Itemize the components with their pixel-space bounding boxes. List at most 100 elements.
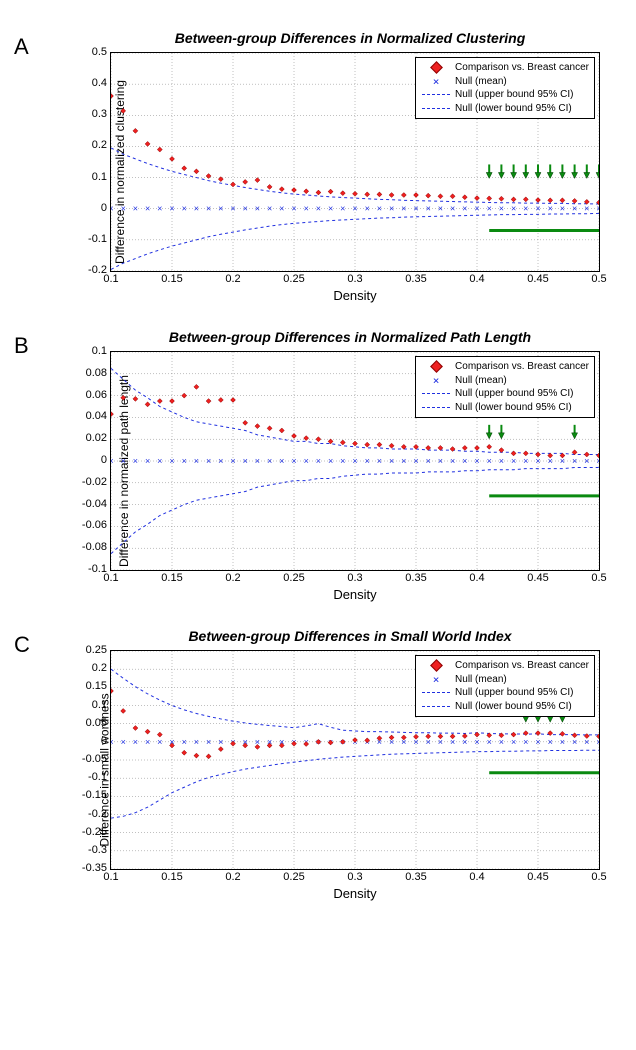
y-tick-label: 0.1 xyxy=(73,699,107,711)
null-mean-marker: × xyxy=(218,456,223,466)
null-mean-marker: × xyxy=(389,204,394,214)
significance-arrow-icon xyxy=(559,164,565,178)
y-tick-label: -0.3 xyxy=(73,844,107,856)
comparison-marker xyxy=(523,197,528,202)
chart-container: Between-group Differences in Small World… xyxy=(80,632,620,907)
comparison-marker xyxy=(133,128,138,133)
null-mean-marker: × xyxy=(548,204,553,214)
dashed-line-icon xyxy=(421,692,451,693)
y-tick-label: -0.1 xyxy=(73,233,107,245)
null-mean-marker: × xyxy=(596,204,599,214)
comparison-marker xyxy=(231,397,236,402)
significance-arrow-icon xyxy=(486,425,492,439)
y-tick-label: 0 xyxy=(73,454,107,466)
x-marker-icon: × xyxy=(421,375,451,386)
null-mean-marker: × xyxy=(206,456,211,466)
null-mean-marker: × xyxy=(194,737,199,747)
diamond-icon xyxy=(421,63,451,72)
null-mean-marker: × xyxy=(121,456,126,466)
significance-arrow-icon xyxy=(498,425,504,439)
null-mean-marker: × xyxy=(523,737,528,747)
comparison-marker xyxy=(304,189,309,194)
null-mean-marker: × xyxy=(182,204,187,214)
y-tick-label: 0.1 xyxy=(73,171,107,183)
null-mean-marker: × xyxy=(182,737,187,747)
comparison-marker xyxy=(523,731,528,736)
null-mean-marker: × xyxy=(352,204,357,214)
null-mean-marker: × xyxy=(438,456,443,466)
comparison-marker xyxy=(450,194,455,199)
null-mean-marker: × xyxy=(133,737,138,747)
legend-label: Comparison vs. Breast cancer xyxy=(455,61,589,75)
null-mean-marker: × xyxy=(111,456,114,466)
comparison-marker xyxy=(255,424,260,429)
null-mean-marker: × xyxy=(426,456,431,466)
null-mean-marker: × xyxy=(340,456,345,466)
null-ci-curve xyxy=(111,468,599,554)
legend-item: Null (upper bound 95% CI) xyxy=(421,686,589,700)
y-tick-label: 0.15 xyxy=(73,680,107,692)
null-mean-marker: × xyxy=(377,204,382,214)
null-mean-marker: × xyxy=(560,737,565,747)
null-mean-marker: × xyxy=(572,456,577,466)
x-tick-label: 0.25 xyxy=(282,572,306,584)
comparison-marker xyxy=(133,396,138,401)
legend-label: Null (upper bound 95% CI) xyxy=(455,387,573,401)
null-mean-marker: × xyxy=(572,204,577,214)
significance-arrow-icon xyxy=(511,164,517,178)
comparison-marker xyxy=(389,443,394,448)
x-tick-label: 0.25 xyxy=(282,273,306,285)
x-tick-label: 0.35 xyxy=(404,871,428,883)
legend-label: Null (lower bound 95% CI) xyxy=(455,700,572,714)
comparison-marker xyxy=(560,731,565,736)
legend-label: Null (mean) xyxy=(455,673,507,687)
null-mean-marker: × xyxy=(121,737,126,747)
null-mean-marker: × xyxy=(474,737,479,747)
comparison-marker xyxy=(145,402,150,407)
comparison-marker xyxy=(365,442,370,447)
null-mean-marker: × xyxy=(316,204,321,214)
legend-item: Comparison vs. Breast cancer xyxy=(421,360,589,374)
legend-item: ×Null (mean) xyxy=(421,374,589,388)
null-mean-marker: × xyxy=(304,456,309,466)
x-tick-label: 0.15 xyxy=(160,871,184,883)
null-mean-marker: × xyxy=(111,737,114,747)
null-mean-marker: × xyxy=(511,737,516,747)
comparison-marker xyxy=(267,184,272,189)
significance-arrow-icon xyxy=(584,164,590,178)
y-tick-label: -0.15 xyxy=(73,789,107,801)
x-tick-label: 0.15 xyxy=(160,273,184,285)
null-mean-marker: × xyxy=(230,456,235,466)
null-mean-marker: × xyxy=(413,456,418,466)
null-mean-marker: × xyxy=(133,204,138,214)
legend-item: Comparison vs. Breast cancer xyxy=(421,61,589,75)
comparison-marker xyxy=(572,198,577,203)
comparison-marker xyxy=(145,729,150,734)
null-mean-marker: × xyxy=(584,456,589,466)
comparison-marker xyxy=(438,194,443,199)
legend-label: Null (mean) xyxy=(455,75,507,89)
comparison-marker xyxy=(316,190,321,195)
null-mean-marker: × xyxy=(426,204,431,214)
comparison-marker xyxy=(121,108,126,113)
y-tick-label: -0.35 xyxy=(73,862,107,874)
null-mean-marker: × xyxy=(291,456,296,466)
null-mean-marker: × xyxy=(121,204,126,214)
comparison-marker xyxy=(450,447,455,452)
null-mean-marker: × xyxy=(487,204,492,214)
significance-arrow-icon xyxy=(596,164,599,178)
x-tick-label: 0.3 xyxy=(343,572,367,584)
chart-title: Between-group Differences in Normalized … xyxy=(80,329,620,345)
y-tick-label: -0.08 xyxy=(73,541,107,553)
null-mean-marker: × xyxy=(145,204,150,214)
null-mean-marker: × xyxy=(316,456,321,466)
null-mean-marker: × xyxy=(499,737,504,747)
null-mean-marker: × xyxy=(499,456,504,466)
null-mean-marker: × xyxy=(535,456,540,466)
comparison-marker xyxy=(182,166,187,171)
null-mean-marker: × xyxy=(279,204,284,214)
plot-area: ××××××××××××××××××××××××××××××××××××××××… xyxy=(110,650,600,870)
null-mean-marker: × xyxy=(560,204,565,214)
null-mean-marker: × xyxy=(255,456,260,466)
null-mean-marker: × xyxy=(328,456,333,466)
